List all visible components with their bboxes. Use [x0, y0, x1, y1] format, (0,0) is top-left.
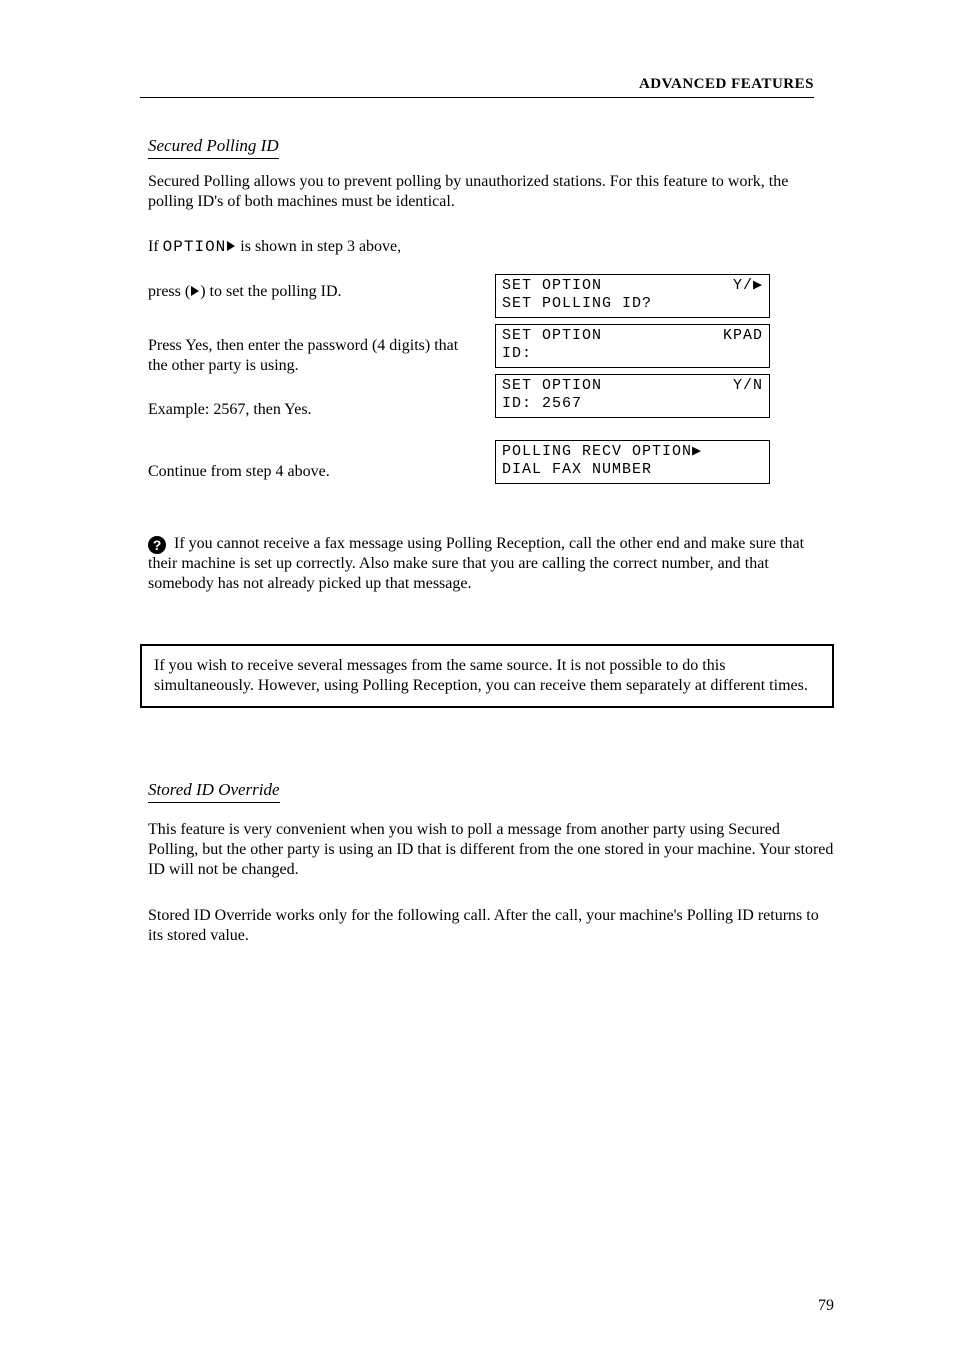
header-title: ADVANCED FEATURES: [140, 76, 814, 93]
triangle-right-icon: [227, 241, 235, 251]
section2-title: Stored ID Override: [148, 780, 280, 803]
info-box-text: If you wish to receive several messages …: [154, 657, 808, 694]
lcd-cell: SET OPTION: [502, 377, 602, 395]
lcd-row: SET OPTION Y/▶: [502, 277, 763, 295]
lcd-cell: DIAL FAX NUMBER: [502, 461, 652, 479]
step-example-line: Example: 2567, then Yes.: [148, 400, 478, 420]
page-root: ADVANCED FEATURES Secured Polling ID Sec…: [0, 0, 954, 1351]
lcd-cell: ID:: [502, 345, 532, 363]
step-option-prefix: If: [148, 238, 163, 255]
lcd-spacer: [495, 424, 770, 440]
header-row: ADVANCED FEATURES: [140, 76, 814, 98]
page-number: 79: [818, 1297, 834, 1315]
lcd-row: ID: 2567: [502, 395, 763, 413]
step-press-suffix: ) to set the polling ID.: [200, 283, 341, 300]
section1-title: Secured Polling ID: [148, 136, 279, 159]
lcd-cell: POLLING RECV OPTION▶: [502, 443, 702, 461]
step-option-suffix: is shown in step 3 above,: [236, 238, 401, 255]
lcd-row: POLLING RECV OPTION▶: [502, 443, 763, 461]
lcd-screen: POLLING RECV OPTION▶DIAL FAX NUMBER: [495, 440, 770, 484]
lcd-screen: SET OPTION Y/▶ SET POLLING ID?: [495, 274, 770, 318]
lcd-row: ID:: [502, 345, 763, 363]
lcd-row: SET OPTION KPAD: [502, 327, 763, 345]
lcd-cell: Y/N: [733, 377, 763, 395]
lcd-cell: SET OPTION: [502, 327, 602, 345]
step-press-line: press ( ) to set the polling ID.: [148, 282, 478, 302]
lcd-stack: SET OPTIONY/▶SET POLLING ID?SET OPTIONKP…: [495, 274, 770, 490]
section1-intro: Secured Polling allows you to prevent po…: [148, 172, 834, 212]
step-yes-line: Press Yes, then enter the password (4 di…: [148, 336, 478, 376]
triangle-right-icon: [191, 286, 199, 296]
step-option-line: If OPTION is shown in step 3 above,: [148, 237, 478, 257]
lcd-cell: Y/▶: [733, 277, 763, 295]
question-mark-icon: ?: [148, 536, 166, 554]
step-option-mono: OPTION: [163, 238, 227, 256]
info-box: If you wish to receive several messages …: [140, 644, 834, 708]
help-paragraph-text: If you cannot receive a fax message usin…: [148, 535, 804, 592]
lcd-screen: SET OPTION KPAD ID:: [495, 324, 770, 368]
section2-body2: Stored ID Override works only for the fo…: [148, 906, 834, 946]
lcd-cell: ID: 2567: [502, 395, 582, 413]
lcd-row: SET POLLING ID?: [502, 295, 763, 313]
step-press-prefix: press (: [148, 283, 190, 300]
lcd-row: SET OPTION Y/N: [502, 377, 763, 395]
lcd-row: DIAL FAX NUMBER: [502, 461, 763, 479]
lcd-cell: SET POLLING ID?: [502, 295, 652, 313]
lcd-cell: KPAD: [723, 327, 763, 345]
lcd-screen: SET OPTION Y/N ID: 2567: [495, 374, 770, 418]
step-continue-line: Continue from step 4 above.: [148, 462, 478, 482]
help-paragraph: ? If you cannot receive a fax message us…: [148, 534, 814, 594]
section2-body1: This feature is very convenient when you…: [148, 820, 834, 880]
lcd-cell: SET OPTION: [502, 277, 602, 295]
